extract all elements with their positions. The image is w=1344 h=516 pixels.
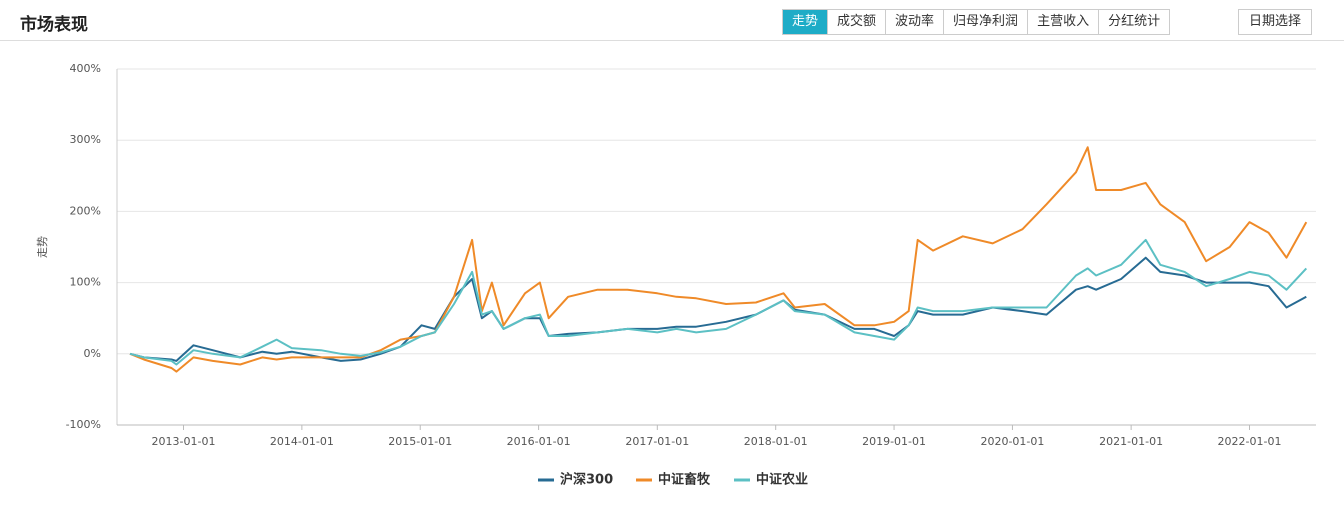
tab[interactable]: 成交额: [827, 10, 885, 34]
page-title: 市场表现: [20, 15, 88, 35]
x-tick-label: 2017-01-01: [625, 435, 689, 448]
series-line: [129, 146, 1308, 373]
y-tick-label: 200%: [70, 204, 101, 217]
y-axis-label: 走势: [36, 236, 49, 258]
tab[interactable]: 分红统计: [1098, 10, 1169, 34]
tab[interactable]: 波动率: [885, 10, 943, 34]
x-tick-label: 2015-01-01: [388, 435, 452, 448]
y-tick-label: -100%: [66, 418, 101, 431]
tab[interactable]: 归母净利润: [943, 10, 1027, 34]
series-line: [129, 238, 1308, 366]
legend-label: 沪深300: [560, 472, 613, 488]
tab[interactable]: 主营收入: [1027, 10, 1098, 34]
y-tick-label: 0%: [84, 347, 101, 360]
y-tick-label: 300%: [70, 133, 101, 146]
x-tick-label: 2019-01-01: [862, 435, 926, 448]
legend-label: 中证农业: [756, 472, 808, 488]
x-tick-label: 2021-01-01: [1099, 435, 1163, 448]
tab-bar: 走势 成交额 波动率 归母净利润 主营收入 分红统计: [782, 9, 1171, 35]
series-line: [129, 256, 1307, 362]
x-tick-label: 2020-01-01: [980, 435, 1044, 448]
x-tick-label: 2022-01-01: [1218, 435, 1282, 448]
x-tick-label: 2016-01-01: [507, 435, 571, 448]
x-tick-label: 2014-01-01: [270, 435, 334, 448]
x-tick-label: 2013-01-01: [152, 435, 216, 448]
divider: [0, 40, 1344, 41]
y-tick-label: 400%: [70, 62, 101, 75]
x-tick-label: 2018-01-01: [744, 435, 808, 448]
legend-label: 中证畜牧: [658, 472, 711, 488]
tab[interactable]: 走势: [783, 10, 828, 34]
y-tick-label: 100%: [70, 276, 101, 289]
date-button[interactable]: 日期选择: [1238, 9, 1313, 35]
